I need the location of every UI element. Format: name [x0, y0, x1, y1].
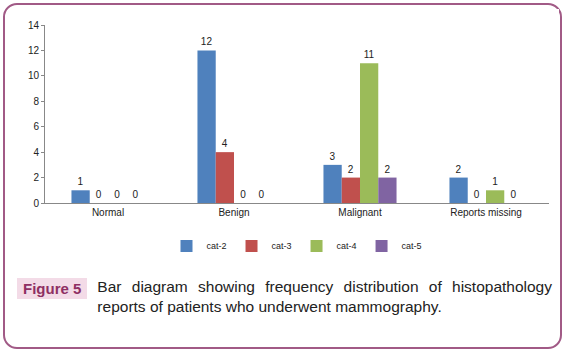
svg-text:0: 0: [258, 189, 264, 200]
svg-text:0: 0: [132, 189, 138, 200]
svg-text:0: 0: [240, 189, 246, 200]
svg-text:2: 2: [33, 172, 39, 183]
svg-text:2: 2: [348, 164, 354, 175]
svg-text:Benign: Benign: [218, 207, 249, 218]
svg-text:0: 0: [33, 198, 39, 209]
svg-text:6: 6: [33, 121, 39, 132]
svg-text:10: 10: [28, 70, 40, 81]
svg-text:3: 3: [330, 151, 336, 162]
svg-text:2: 2: [456, 164, 462, 175]
html-text:Bar diagram showing frequency: Bar diagram showing frequency distributi…: [97, 278, 552, 315]
svg-text:0: 0: [510, 189, 516, 200]
svg-text:0: 0: [474, 189, 480, 200]
svg-text:1: 1: [78, 176, 84, 187]
svg-text:4: 4: [33, 147, 39, 158]
svg-text:11: 11: [364, 49, 375, 60]
html-text:Figure 5: Figure 5: [23, 280, 82, 297]
svg-text:cat-5: cat-5: [402, 241, 422, 251]
svg-text:cat-4: cat-4: [337, 241, 357, 251]
svg-text:8: 8: [33, 96, 39, 107]
svg-text:cat-2: cat-2: [207, 241, 227, 251]
svg-text:12: 12: [201, 36, 213, 47]
svg-text:0: 0: [114, 189, 120, 200]
svg-text:Malignant: Malignant: [338, 207, 382, 218]
svg-text:4: 4: [222, 138, 228, 149]
svg-text:Normal: Normal: [92, 207, 124, 218]
svg-text:1: 1: [492, 176, 498, 187]
svg-text:cat-3: cat-3: [272, 241, 292, 251]
svg-text:0: 0: [96, 189, 102, 200]
svg-text:Reports missing: Reports missing: [450, 207, 522, 218]
svg-text:12: 12: [28, 45, 40, 56]
svg-text:2: 2: [384, 164, 390, 175]
svg-text:14: 14: [28, 20, 40, 31]
